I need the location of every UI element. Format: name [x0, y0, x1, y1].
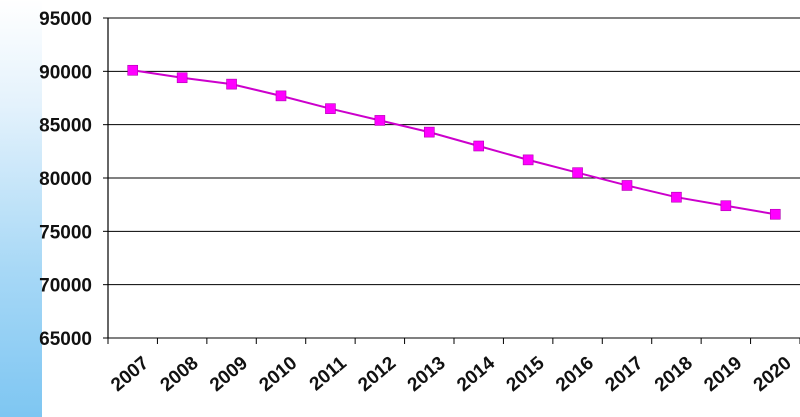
x-tick-label: 2015: [503, 352, 549, 396]
x-tick-label: 2016: [552, 353, 598, 396]
data-point-2008: [176, 72, 188, 84]
y-tick-label: 70000: [39, 276, 92, 297]
series-layer: [127, 64, 781, 220]
gridlines: [108, 17, 800, 339]
x-tick-label: 2012: [354, 353, 400, 396]
x-tick-label: 2013: [404, 353, 450, 396]
data-point-2010: [275, 90, 287, 102]
x-tick-label: 2020: [750, 353, 796, 396]
data-point-2016: [572, 167, 583, 178]
x-tick-label: 2010: [255, 353, 301, 396]
series-line: [132, 69, 776, 216]
x-tick-label: 2014: [453, 352, 499, 396]
data-point-2009: [226, 78, 237, 90]
y-tick-label: 90000: [39, 62, 92, 83]
data-point-2015: [522, 154, 534, 166]
data-point-2018: [671, 191, 682, 203]
left-gradient-band: [0, 0, 42, 417]
x-tick-label: 2017: [601, 353, 647, 396]
y-tick-label: 85000: [39, 116, 92, 137]
data-point-2011: [325, 103, 336, 114]
y-tick-label: 75000: [39, 222, 92, 243]
x-tick-label: 2007: [107, 353, 153, 396]
x-tick-label: 2008: [157, 353, 203, 396]
x-tick-label: 2009: [206, 353, 252, 396]
data-point-2020: [769, 208, 781, 220]
axes: [103, 17, 800, 344]
data-point-2019: [720, 200, 732, 212]
x-tick-labels: 2007 2008 2009 2010 2011 2012 2013 2014 2015 2016…: [107, 352, 795, 396]
x-tick-label: 2019: [700, 353, 746, 396]
data-point-2007: [127, 64, 139, 76]
y-tick-label: 95000: [39, 9, 92, 30]
y-tick-label: 80000: [39, 169, 92, 190]
data-point-2012: [374, 115, 386, 126]
x-tick-label: 2011: [306, 352, 351, 395]
x-tick-label: 2018: [651, 353, 697, 396]
data-point-2013: [423, 126, 435, 138]
data-point-2014: [473, 140, 485, 152]
y-tick-labels: 65000 70000 75000 80000 85000 90000 95000: [39, 9, 92, 350]
data-point-2017: [621, 180, 633, 191]
y-tick-label: 65000: [39, 329, 92, 350]
